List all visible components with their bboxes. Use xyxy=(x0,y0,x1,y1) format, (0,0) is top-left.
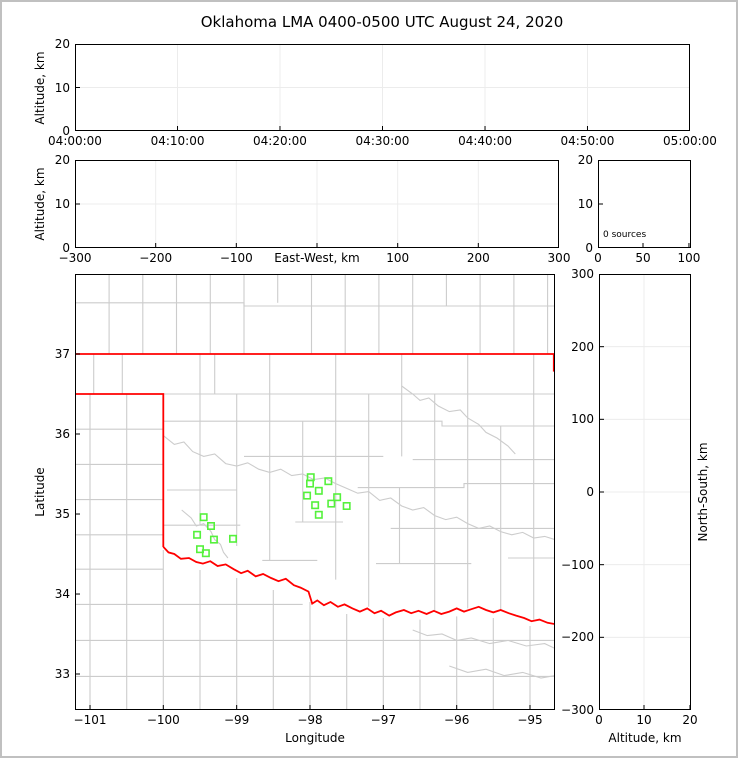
y-axis-label-right: North-South, km xyxy=(696,442,710,542)
time-altitude-canvas xyxy=(75,44,690,131)
tick-label: 100 xyxy=(571,412,594,427)
x-axis-label: East-West, km xyxy=(274,251,360,265)
tick-label: −101 xyxy=(73,713,107,727)
tick-label: 04:40:00 xyxy=(458,134,512,148)
station-marker xyxy=(201,549,210,558)
station-marker xyxy=(324,477,333,486)
x-axis-label: Altitude, km xyxy=(608,731,682,745)
station-marker xyxy=(306,479,315,488)
river-line xyxy=(401,385,516,455)
station-marker xyxy=(314,510,323,519)
station-marker xyxy=(311,501,320,510)
river-line xyxy=(181,509,229,559)
station-marker xyxy=(207,522,216,531)
river-line xyxy=(412,629,555,649)
station-marker xyxy=(209,535,218,544)
north-south-altitude-panel xyxy=(599,274,691,710)
tick-label: 10 xyxy=(54,80,70,95)
tick-label: 10 xyxy=(636,713,652,727)
ew-altitude-canvas xyxy=(75,160,559,248)
tick-label: −96 xyxy=(444,713,470,727)
tick-label: 20 xyxy=(54,37,70,51)
tick-label: 35 xyxy=(54,507,70,522)
station-marker xyxy=(229,534,238,543)
state-border-line xyxy=(75,393,165,547)
tick-label: 05:00:00 xyxy=(663,134,717,148)
tick-label: 10 xyxy=(577,197,593,211)
tick-label: 04:50:00 xyxy=(560,134,615,148)
altitude-histogram-panel xyxy=(598,160,691,248)
axes-spine xyxy=(75,274,555,710)
axes-spine xyxy=(598,160,691,248)
river-line xyxy=(162,435,555,541)
tick-label: 100 xyxy=(386,251,410,265)
tick-label: 200 xyxy=(466,251,490,265)
tick-label: 10 xyxy=(54,197,70,211)
tick-label: 300 xyxy=(571,267,594,281)
east-west-altitude-panel xyxy=(75,160,559,248)
y-axis-label: Altitude, km xyxy=(33,50,47,125)
tick-label: −300 xyxy=(58,251,92,265)
tick-label: 04:10:00 xyxy=(150,134,205,148)
station-marker xyxy=(342,502,351,511)
tick-label: −100 xyxy=(219,251,253,265)
tick-label: 34 xyxy=(54,587,70,602)
time-altitude-panel xyxy=(75,44,690,131)
tick-label: 0 xyxy=(595,713,603,727)
tick-label: 100 xyxy=(677,251,701,265)
ns-altitude-canvas xyxy=(599,274,691,710)
station-marker xyxy=(199,513,208,522)
tick-label: 36 xyxy=(54,427,70,441)
tick-label: 300 xyxy=(547,251,571,265)
axes-spine xyxy=(599,274,691,710)
tick-label: 50 xyxy=(635,251,651,265)
tick-label: 20 xyxy=(577,153,593,167)
station-marker xyxy=(333,493,342,502)
county-line xyxy=(357,483,555,489)
tick-label: 0 xyxy=(594,251,602,265)
x-axis-label: Longitude xyxy=(285,731,345,745)
tick-label: 0 xyxy=(586,485,594,499)
axes-spine xyxy=(75,160,559,248)
tick-label: 0 xyxy=(585,241,593,255)
tick-label: 0 xyxy=(62,124,70,138)
map-panel xyxy=(75,274,555,710)
tick-label: −200 xyxy=(561,630,594,645)
tick-label: 20 xyxy=(682,713,698,727)
tick-label: 200 xyxy=(571,339,594,354)
tick-label: 0 xyxy=(62,241,70,255)
map-canvas xyxy=(75,274,555,710)
tick-label: 20 xyxy=(54,153,70,167)
tick-label: −200 xyxy=(139,251,173,265)
county-line xyxy=(75,302,555,307)
county-line xyxy=(163,420,555,427)
figure-title: Oklahoma LMA 0400-0500 UTC August 24, 20… xyxy=(200,13,564,31)
axes-spine xyxy=(75,44,690,131)
state-border-line xyxy=(162,546,555,626)
tick-label: −100 xyxy=(146,713,180,727)
station-marker xyxy=(303,491,312,500)
station-marker xyxy=(193,530,202,539)
sources-count-annotation: 0 sources xyxy=(603,230,647,240)
tick-label: 37 xyxy=(54,347,70,361)
tick-label: −97 xyxy=(370,713,397,727)
station-marker xyxy=(314,486,323,495)
tick-label: −300 xyxy=(561,703,594,717)
alt-histogram-canvas xyxy=(598,160,691,248)
tick-label: −98 xyxy=(297,713,323,727)
tick-label: 04:00:00 xyxy=(48,134,102,148)
y-axis-label: Latitude xyxy=(33,467,47,517)
tick-label: 04:20:00 xyxy=(253,134,307,148)
tick-label: −100 xyxy=(561,557,594,572)
river-line xyxy=(449,665,555,679)
tick-label: 33 xyxy=(54,666,70,681)
tick-label: −95 xyxy=(517,713,543,727)
y-axis-label: Altitude, km xyxy=(33,167,47,241)
station-marker xyxy=(327,499,336,508)
tick-label: −99 xyxy=(223,713,250,727)
tick-label: 04:30:00 xyxy=(355,134,410,148)
